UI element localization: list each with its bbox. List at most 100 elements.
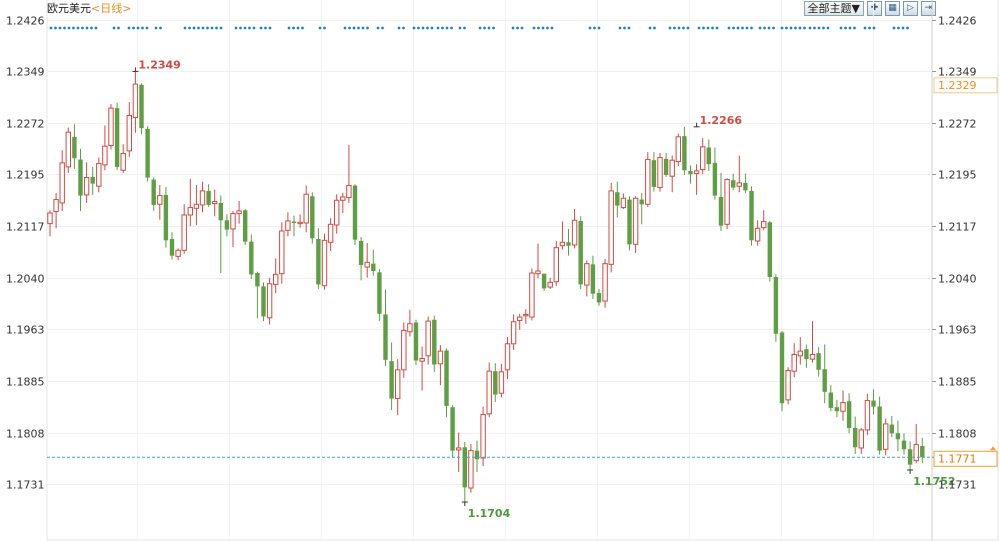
event-dot <box>361 26 365 30</box>
event-dot <box>127 26 131 30</box>
event-dot <box>183 26 187 30</box>
event-dot <box>826 26 830 30</box>
event-dot <box>813 26 816 30</box>
candle-body-up <box>230 213 236 230</box>
candle-body-down <box>590 264 596 294</box>
event-dot <box>623 26 626 30</box>
event-dot <box>483 26 486 30</box>
candle-body-down <box>413 322 419 361</box>
candle-body-down <box>834 407 840 412</box>
event-dot <box>780 26 784 30</box>
y-tick-label-right: 1.1808 <box>938 428 977 441</box>
event-dot <box>76 26 80 30</box>
period-selector[interactable]: <日线> <box>91 2 132 15</box>
candle-body-down <box>822 369 827 392</box>
candle-body-up <box>754 227 761 242</box>
candle-body-up <box>193 203 200 209</box>
event-dot <box>872 26 876 30</box>
y-tick-label-right: 1.1885 <box>938 376 977 389</box>
event-dot <box>417 26 420 30</box>
current-price-label: 1.1771 <box>938 452 977 465</box>
event-dot <box>192 26 196 30</box>
candle-body-down <box>773 277 779 334</box>
candle-body-up <box>480 414 486 459</box>
candle-body-down <box>749 190 754 241</box>
event-dot <box>892 26 896 30</box>
event-dot <box>785 26 788 30</box>
next-icon[interactable]: ▷ <box>903 1 918 16</box>
candle-body-up <box>608 190 614 265</box>
zoom-in-icon[interactable]: ✚ <box>867 1 882 16</box>
event-dot <box>682 26 685 30</box>
y-tick-label-left: 1.2426 <box>6 15 45 28</box>
candle-body-down <box>682 136 687 171</box>
candle-body-up <box>395 369 401 400</box>
event-dot <box>445 26 449 30</box>
event-dot <box>822 26 825 30</box>
candle-body-down <box>877 406 882 451</box>
event-dot <box>145 26 149 30</box>
candle-body-up <box>53 199 59 213</box>
event-dot <box>426 26 429 30</box>
candle-body-up <box>303 193 309 224</box>
event-dot <box>206 26 209 30</box>
event-dot <box>197 26 200 30</box>
chart-toolbar: 全部主题▼ ✚ ▦ ▷ ⇥ <box>803 1 936 16</box>
candle-body-up <box>529 272 535 318</box>
theme-dropdown-button[interactable]: 全部主题▼ <box>803 1 864 16</box>
event-dot <box>252 26 256 30</box>
reference-price-label: 1.2329 <box>938 79 977 92</box>
event-dot <box>697 26 701 30</box>
high-price-label: 1.2349 <box>138 58 180 71</box>
candle-body-down <box>871 400 876 407</box>
y-tick-label-right: 1.1731 <box>938 479 977 492</box>
y-tick-label-right: 1.2117 <box>938 221 977 234</box>
candle-body-down <box>889 424 894 434</box>
event-dot <box>248 26 251 30</box>
candle-body-up <box>437 350 444 365</box>
candle-body-up <box>864 400 871 431</box>
candle-body-up <box>407 323 413 333</box>
event-dot <box>715 26 719 30</box>
candle-body-down <box>255 273 260 287</box>
candle-body-up <box>517 316 523 321</box>
candle-body-up <box>212 201 218 205</box>
candle-body-up <box>761 221 767 229</box>
candle-body-up <box>279 230 285 275</box>
candle-body-up <box>559 241 566 247</box>
event-dot <box>323 26 326 30</box>
candle-body-up <box>83 177 90 196</box>
event-dot <box>593 26 596 30</box>
event-dot <box>492 26 495 30</box>
y-tick-label-right: 1.2349 <box>938 66 977 79</box>
candle-body-up <box>913 444 919 462</box>
candle-body-down <box>90 176 95 184</box>
event-dot <box>154 26 158 30</box>
event-dot <box>789 26 793 30</box>
y-tick-label-left: 1.2349 <box>6 66 45 79</box>
low-price-label: 1.1752 <box>913 475 955 488</box>
event-dot <box>219 26 223 30</box>
event-dot <box>90 26 93 30</box>
event-dot <box>259 26 263 30</box>
candle-body-up <box>468 450 474 489</box>
event-dot <box>648 26 652 30</box>
event-dot <box>597 26 601 30</box>
candle-body-up <box>181 214 187 251</box>
candle-body-down <box>151 179 156 205</box>
event-dot <box>537 26 540 30</box>
event-dot <box>412 26 416 30</box>
candle-body-up <box>858 429 864 449</box>
event-dot <box>673 26 676 30</box>
event-dot <box>546 26 549 30</box>
candle-body-down <box>731 180 736 188</box>
candle-body-down <box>352 185 358 240</box>
event-dot <box>72 26 75 30</box>
event-dot <box>402 26 405 30</box>
candle-body-up <box>456 447 462 451</box>
candle-body-up <box>65 131 71 168</box>
event-dot <box>868 26 871 30</box>
candle-body-down <box>663 158 669 175</box>
chart-layout-icon[interactable]: ▦ <box>885 1 900 16</box>
